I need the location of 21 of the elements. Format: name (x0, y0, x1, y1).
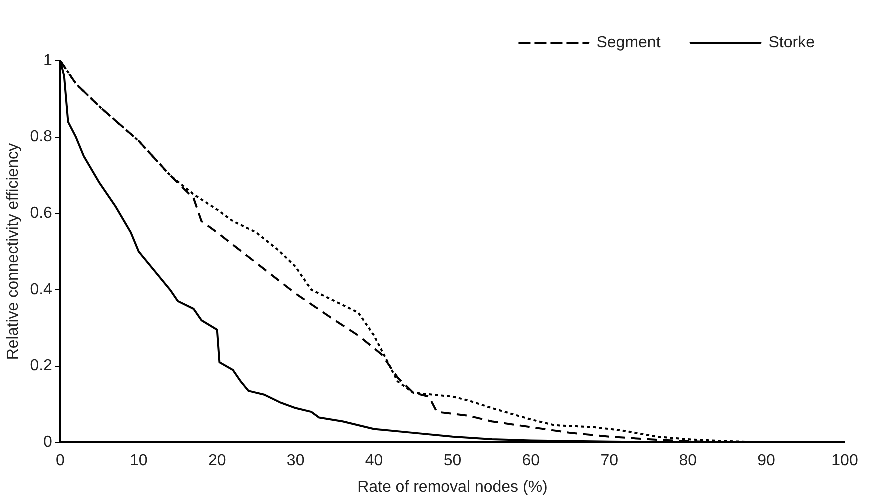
y-tick-label: 0.6 (30, 205, 53, 222)
x-tick-label: 20 (208, 452, 226, 470)
y-tick-label: 0.8 (30, 128, 53, 146)
x-tick-label: 90 (758, 452, 776, 470)
y-tick-label: 0.4 (30, 281, 53, 298)
y-tick-label: 1 (44, 52, 53, 70)
x-tick-label: 80 (679, 452, 698, 470)
x-tick-label: 10 (130, 452, 148, 470)
x-tick-label: 30 (286, 452, 305, 470)
x-tick-label: 50 (444, 452, 462, 470)
x-tick-label: 100 (832, 452, 858, 470)
legend-label: Segment (596, 34, 662, 52)
x-axis-title: Rate of removal nodes (%) (358, 478, 548, 496)
legend-label: Storke (768, 34, 816, 52)
x-tick-label: 0 (56, 452, 65, 470)
x-tick-label: 70 (600, 452, 619, 470)
y-axis-title: Relative connectivity efficiency (5, 143, 22, 360)
x-tick-label: 40 (365, 452, 384, 470)
y-tick-label: 0.2 (30, 358, 53, 375)
y-tick-label: 0 (44, 434, 53, 452)
x-tick-label: 60 (522, 452, 540, 470)
